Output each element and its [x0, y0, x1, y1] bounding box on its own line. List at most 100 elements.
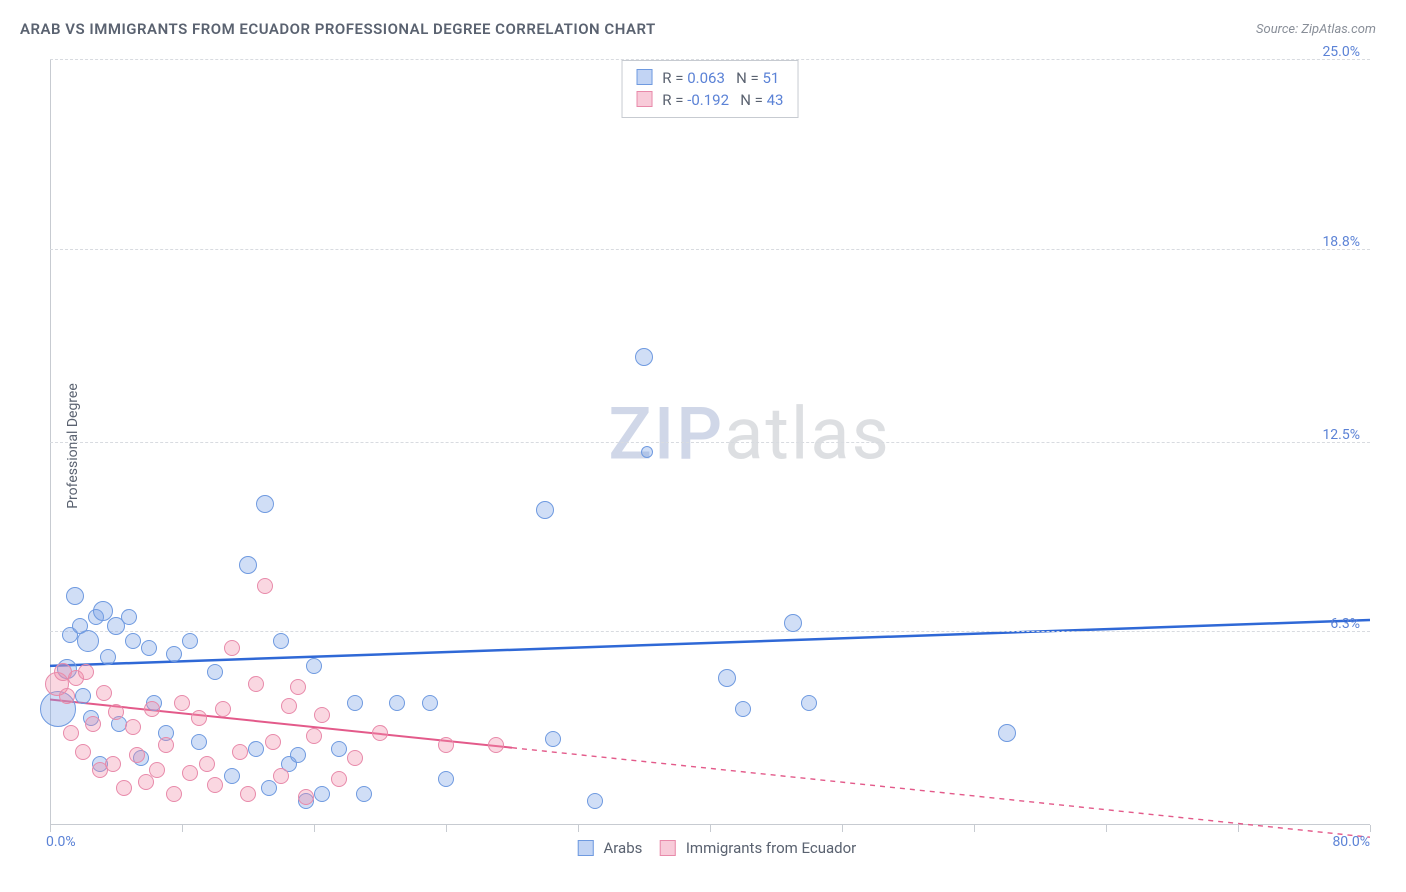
x-tick [1106, 825, 1107, 832]
source-attribution: Source: ZipAtlas.com [1256, 22, 1376, 37]
y-tick-label: 18.8% [1322, 234, 1360, 250]
arabs-point [998, 724, 1016, 742]
ecuador-point [85, 716, 101, 732]
n-label: N [736, 69, 747, 87]
ecuador-point [281, 698, 297, 714]
y-tick-label: 6.3% [1330, 616, 1360, 632]
y-tick-label: 25.0% [1322, 44, 1360, 60]
ecuador-swatch-icon [637, 91, 653, 107]
arabs-point [641, 446, 653, 458]
arabs-point [224, 768, 240, 784]
arabs-point [66, 587, 84, 605]
arabs-point [100, 649, 116, 665]
ecuador-point [438, 737, 454, 753]
ecuador-point [174, 695, 190, 711]
ecuador-point [63, 725, 79, 741]
ecuador-point [207, 777, 223, 793]
ecuador-point [182, 765, 198, 781]
arabs-point [784, 614, 802, 632]
x-tick [710, 825, 711, 832]
arabs-point [635, 348, 653, 366]
x-tick [1238, 825, 1239, 832]
ecuador-point [306, 728, 322, 744]
x-tick [578, 825, 579, 832]
ecuador-point [108, 704, 124, 720]
scatter-plot: ZIPatlas R = 0.063 N = 51 R = -0.192 N =… [50, 60, 1370, 840]
ecuador-point [191, 710, 207, 726]
arabs-point [273, 633, 289, 649]
arabs-point [239, 556, 257, 574]
spacer [733, 91, 740, 109]
arabs-point [331, 741, 347, 757]
ecuador-point [215, 701, 231, 717]
trend-lines [50, 60, 1370, 840]
grid-line [50, 249, 1370, 250]
ecuador-point [78, 664, 94, 680]
stats-row-ecuador: R = -0.192 N = 43 [637, 89, 784, 111]
x-tick [974, 825, 975, 832]
watermark: ZIPatlas [608, 392, 890, 477]
arabs-point [356, 786, 372, 802]
watermark-left: ZIP [608, 392, 724, 477]
arabs-point [306, 658, 322, 674]
ecuador-point [116, 780, 132, 796]
ecuador-n-value: 43 [767, 91, 784, 109]
y-tick-label: 12.5% [1322, 427, 1360, 443]
arabs-point [587, 793, 603, 809]
stats-row-arabs: R = 0.063 N = 51 [637, 67, 784, 89]
ecuador-point [298, 789, 314, 805]
arabs-point [290, 747, 306, 763]
grid-line [50, 631, 1370, 632]
equals-sign: = [675, 91, 687, 109]
ecuador-point [372, 725, 388, 741]
arabs-point [121, 609, 137, 625]
x-tick [842, 825, 843, 832]
arabs-point [72, 618, 88, 634]
ecuador-point [96, 685, 112, 701]
arabs-point [347, 695, 363, 711]
arabs-point [718, 669, 736, 687]
arabs-point [545, 731, 561, 747]
arabs-point [261, 780, 277, 796]
ecuador-point [224, 640, 240, 656]
x-max-label: 80.0% [1332, 834, 1370, 850]
equals-sign: = [755, 91, 767, 109]
ecuador-legend-label: Immigrants from Ecuador [686, 839, 856, 857]
ecuador-point [129, 747, 145, 763]
chart-title: ARAB VS IMMIGRANTS FROM ECUADOR PROFESSI… [20, 20, 656, 38]
arabs-point [314, 786, 330, 802]
ecuador-point [105, 756, 121, 772]
arabs-swatch-icon [637, 69, 653, 85]
ecuador-point [265, 734, 281, 750]
arabs-point [207, 664, 223, 680]
r-label: R [662, 69, 671, 87]
grid-line [50, 59, 1370, 60]
arabs-point [536, 501, 554, 519]
ecuador-point [125, 719, 141, 735]
ecuador-point [232, 744, 248, 760]
arabs-point [182, 633, 198, 649]
arabs-point [166, 646, 182, 662]
arabs-swatch-icon [578, 840, 594, 856]
arabs-point [256, 495, 274, 513]
x-tick [446, 825, 447, 832]
x-tick [1370, 825, 1371, 832]
ecuador-point [248, 676, 264, 692]
arabs-n-value: 51 [762, 69, 779, 87]
ecuador-point [290, 679, 306, 695]
watermark-right: atlas [724, 392, 891, 477]
arabs-point [735, 701, 751, 717]
arabs-point [389, 695, 405, 711]
arabs-point [422, 695, 438, 711]
equals-sign: = [751, 69, 763, 87]
arabs-legend-label: Arabs [603, 839, 642, 857]
ecuador-point [347, 750, 363, 766]
arabs-point [75, 688, 91, 704]
r-label: R [662, 91, 671, 109]
ecuador-point [158, 737, 174, 753]
n-label: N [740, 91, 751, 109]
ecuador-point [75, 744, 91, 760]
arabs-point [438, 771, 454, 787]
ecuador-point [273, 768, 289, 784]
ecuador-point [240, 786, 256, 802]
